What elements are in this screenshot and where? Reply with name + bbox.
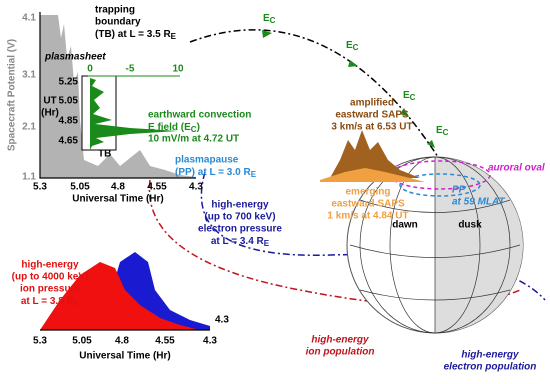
annotation: electron pressure xyxy=(198,224,282,235)
annotation-sub: E xyxy=(264,239,270,248)
pp-oval xyxy=(399,173,481,197)
x-axis-label: Universal Time (Hr) xyxy=(72,194,164,205)
annotation: EC xyxy=(263,13,276,25)
inset-tick: 4.85 xyxy=(59,116,79,127)
annotation: high-energy xyxy=(21,260,79,271)
x-tick-label: 5.05 xyxy=(70,182,90,193)
x-axis-label: Universal Time (Hr) xyxy=(79,351,171,362)
annotation: at 59 MLAT xyxy=(452,197,505,208)
annotation-sub: C xyxy=(191,125,197,134)
annotation: eastward SAPS xyxy=(335,110,409,121)
annotation-text: E xyxy=(403,90,410,101)
x-tick-label: 4.8 xyxy=(115,336,129,347)
annotation: EC xyxy=(436,125,449,137)
annotation: (TB) at L = 3.5 RE xyxy=(95,29,177,41)
tb-marker: TB xyxy=(98,149,111,160)
annotation: high-energy xyxy=(311,335,369,346)
x-tick-label: 5.3 xyxy=(33,336,47,347)
annotation-sub: C xyxy=(270,16,276,25)
inset-top-tick: 0 xyxy=(87,64,93,75)
y-axis-label: Spacecraft Potential (V) xyxy=(7,39,18,151)
annotation-text: E field (E xyxy=(148,122,191,133)
annotation: (PP) at L = 3.0 RE xyxy=(175,167,257,179)
annotation-text: E xyxy=(263,13,270,24)
annotation: (up to 700 keV) xyxy=(204,212,275,223)
annotation: electron population xyxy=(444,362,537,373)
annotation: 1 km/s at 4.84 UT xyxy=(327,211,408,222)
saps-emerging xyxy=(320,168,425,182)
inset-top-tick: 10 xyxy=(172,64,184,75)
x-tick-label: 4.55 xyxy=(155,336,175,347)
y-tick-label: 4.1 xyxy=(22,13,36,24)
annotation: EC xyxy=(403,90,416,102)
annotation: high-energy xyxy=(461,350,519,361)
annotation: plasmasheet xyxy=(44,52,106,63)
annotation: eastward SAPS xyxy=(331,199,405,210)
annotation-text: E xyxy=(436,125,443,136)
annotation-sub: C xyxy=(353,43,359,52)
annotation: high-energy xyxy=(211,200,269,211)
top-axes xyxy=(39,12,196,179)
efield-trace xyxy=(90,78,178,150)
inset-box xyxy=(81,75,117,151)
y-tick-label: 3.1 xyxy=(22,70,36,81)
inset-label: UT xyxy=(43,96,56,107)
inset-tick: 5.25 xyxy=(59,77,79,88)
annotation: 3 km/s at 6.53 UT xyxy=(331,122,412,133)
dawn-label: dawn xyxy=(392,220,418,231)
annotation-text: ) xyxy=(197,122,200,133)
x-tick-label: 5.05 xyxy=(72,336,92,347)
annotation-sub: E xyxy=(251,170,257,179)
ion-pressure xyxy=(40,262,200,330)
annotation-sub: E xyxy=(74,299,80,308)
annotation: at L = 3.4 RE xyxy=(211,236,270,248)
inset-label: (Hr) xyxy=(41,108,59,119)
potential-area xyxy=(40,15,196,178)
dusk-label: dusk xyxy=(458,220,482,231)
annotation: auroral oval xyxy=(488,163,545,174)
annotation: amplified xyxy=(350,98,394,109)
annotation-text: (TB) at L = 3.5 R xyxy=(95,29,171,40)
annotation-sub: E xyxy=(171,32,177,41)
globe-night xyxy=(435,157,523,333)
annotation: E field (EC) xyxy=(148,122,200,134)
annotation: (up to 4000 keV) xyxy=(12,272,89,283)
annotation-sub: C xyxy=(410,93,416,102)
x-tick-label: 4.8 xyxy=(111,182,125,193)
annotation-text: (PP) at L = 3.0 R xyxy=(175,167,251,178)
inset-tick: 4.65 xyxy=(59,136,79,147)
annotation: 10 mV/m at 4.72 UT xyxy=(148,134,239,145)
annotation: earthward convection xyxy=(148,110,251,121)
end-label: 4.3 xyxy=(215,315,229,326)
x-tick-label: 4.3 xyxy=(203,336,217,347)
annotation-text: at L = 3.8 R xyxy=(21,296,75,307)
annotation-text: E xyxy=(346,40,353,51)
globe-grid xyxy=(349,156,521,334)
annotation: EC xyxy=(346,40,359,52)
annotation-sub: C xyxy=(443,128,449,137)
annotation: ion pressure xyxy=(20,284,80,295)
inset-tick: 5.05 xyxy=(59,96,79,107)
x-tick-label: 4.3 xyxy=(189,182,203,193)
annotation: ion population xyxy=(306,347,375,358)
x-tick-label: 4.55 xyxy=(147,182,167,193)
annotation: plasmapause xyxy=(175,155,239,166)
y-tick-label: 2.1 xyxy=(22,122,36,133)
x-tick-label: 5.3 xyxy=(33,182,47,193)
annotation: trapping xyxy=(95,5,135,16)
annotation: PP xyxy=(452,185,466,196)
inset-top-tick: -5 xyxy=(126,64,135,75)
annotation-text: at L = 3.4 R xyxy=(211,236,265,247)
annotation: at L = 3.8 RE xyxy=(21,296,80,308)
y-tick-label: 1.1 xyxy=(22,172,36,183)
saps-amplified xyxy=(330,130,420,178)
ec-arc xyxy=(189,29,441,161)
annotation: boundary xyxy=(95,17,141,28)
annotation: emerging xyxy=(345,187,390,198)
